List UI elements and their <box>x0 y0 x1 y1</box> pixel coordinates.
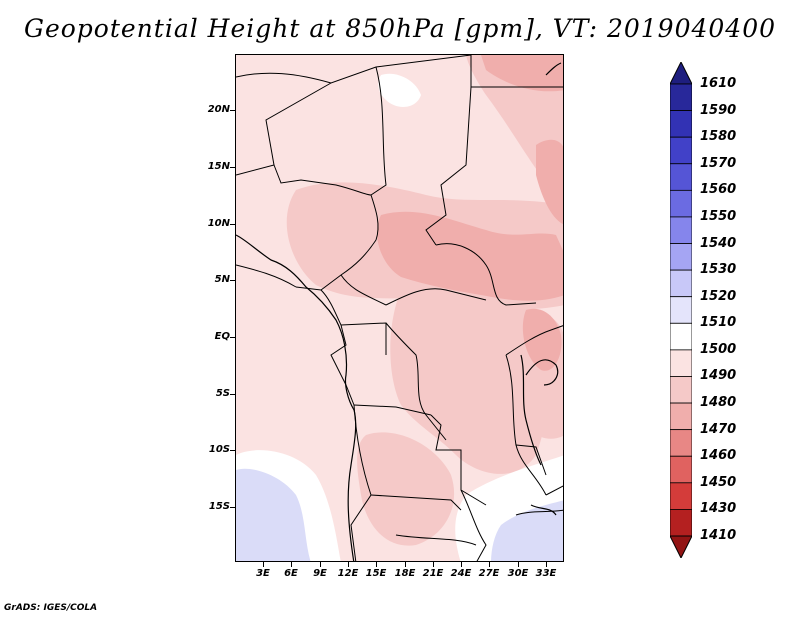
chart-title: Geopotential Height at 850hPa [gpm], VT:… <box>23 14 777 43</box>
lon-label: 21E <box>422 568 444 579</box>
fill-1520-se <box>491 500 563 561</box>
lon-tick <box>405 562 406 567</box>
fill-1480-lakes <box>522 308 562 371</box>
fill-1480-band <box>377 211 563 301</box>
contour-fills <box>236 55 563 561</box>
lon-tick <box>489 562 490 567</box>
lat-tick <box>230 280 235 281</box>
colorbar-segment <box>670 296 692 324</box>
lat-tick <box>230 337 235 338</box>
lon-label: 30E <box>507 568 529 579</box>
colorbar-label: 1560 <box>700 182 737 198</box>
colorbar-label: 1610 <box>700 76 737 91</box>
lon-tick <box>461 562 462 567</box>
lat-label: 5S <box>215 388 230 399</box>
lat-label: 15S <box>208 501 230 512</box>
lat-tick <box>230 167 235 168</box>
colorbar-segment <box>670 216 692 244</box>
lat-label: 20N <box>207 104 230 115</box>
lon-label: 6E <box>284 568 298 579</box>
colorbar-segment <box>670 509 692 537</box>
colorbar-label: 1510 <box>700 315 737 331</box>
colorbar-segment <box>670 322 692 351</box>
lat-tick <box>230 394 235 395</box>
lon-tick <box>263 562 264 567</box>
footer-credit: GrADS: IGES/COLA <box>4 603 98 613</box>
lat-label: 15N <box>207 161 230 172</box>
colorbar-label: 1490 <box>700 368 737 384</box>
colorbar-label: 1410 <box>700 528 737 543</box>
lon-tick <box>546 562 547 567</box>
colorbar-top-arrow <box>670 62 692 85</box>
colorbar-label: 1580 <box>700 129 737 145</box>
colorbar-label: 1430 <box>700 501 737 517</box>
lat-tick <box>230 450 235 451</box>
lon-label: 9E <box>313 568 327 579</box>
lon-tick <box>433 562 434 567</box>
lon-label: 24E <box>450 568 472 579</box>
lon-label: 18E <box>394 568 416 579</box>
map-frame <box>235 54 564 562</box>
lat-label: 5N <box>214 274 230 285</box>
fill-1510-north <box>378 73 421 107</box>
colorbar-segment <box>670 83 692 111</box>
colorbar-bottom-arrow <box>670 535 692 558</box>
colorbar-segment <box>670 349 692 377</box>
lon-label: 15E <box>365 568 387 579</box>
colorbar-label: 1460 <box>700 448 737 464</box>
colorbar-segment <box>670 189 692 218</box>
lon-label: 33E <box>535 568 557 579</box>
colorbar-segment <box>670 482 692 510</box>
colorbar-label: 1450 <box>700 474 737 490</box>
lat-label: 10N <box>207 218 230 229</box>
lon-label: 12E <box>337 568 359 579</box>
lat-tick <box>230 507 235 508</box>
lat-tick <box>230 110 235 111</box>
country-boundaries <box>236 55 563 561</box>
lat-label: EQ <box>214 331 230 342</box>
lat-tick <box>230 224 235 225</box>
lon-tick <box>291 562 292 567</box>
colorbar-label: 1470 <box>700 421 737 437</box>
map-svg <box>236 55 563 561</box>
colorbar-label: 1520 <box>700 288 737 304</box>
fill-1480-east <box>536 139 563 224</box>
colorbar-segment <box>670 429 692 457</box>
colorbar-segment <box>670 402 692 431</box>
lon-tick <box>376 562 377 567</box>
colorbar-label: 1550 <box>700 208 737 224</box>
lat-label: 10S <box>208 444 230 455</box>
lon-label: 27E <box>478 568 500 579</box>
colorbar-label: 1530 <box>700 262 737 278</box>
lon-tick <box>320 562 321 567</box>
fill-1520-sw <box>236 468 311 561</box>
colorbar-segment <box>670 110 692 138</box>
colorbar-label: 1480 <box>700 395 737 411</box>
lon-tick <box>348 562 349 567</box>
lon-tick <box>518 562 519 567</box>
fill-1480-ne <box>481 55 563 92</box>
colorbar-label: 1540 <box>700 235 737 251</box>
lon-label: 3E <box>256 568 270 579</box>
colorbar-segment <box>670 163 692 191</box>
fill-1490-south <box>357 432 455 546</box>
colorbar-segment <box>670 243 692 271</box>
colorbar <box>670 62 692 558</box>
colorbar-segment <box>670 376 692 404</box>
colorbar-label: 1590 <box>700 102 737 118</box>
colorbar-label: 1570 <box>700 155 737 171</box>
coastlines <box>236 62 562 561</box>
colorbar-segment <box>670 455 692 484</box>
colorbar-segment <box>670 136 692 165</box>
colorbar-segment <box>670 269 692 298</box>
colorbar-label: 1500 <box>700 341 737 357</box>
